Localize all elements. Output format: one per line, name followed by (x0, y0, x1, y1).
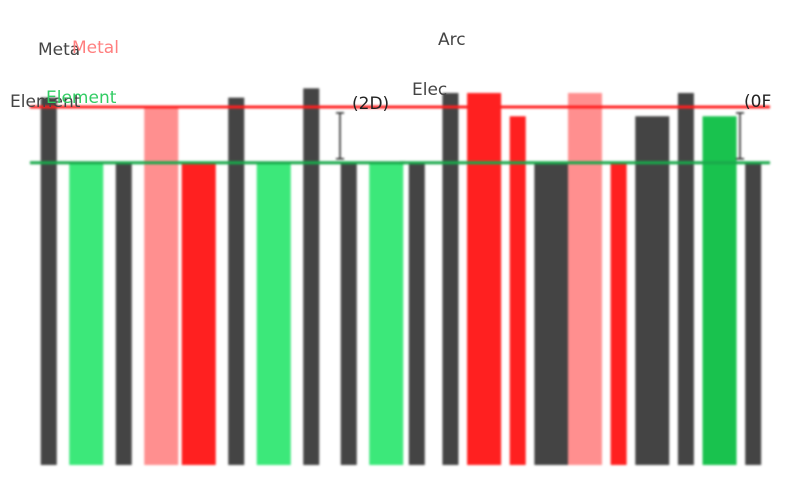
bar-panel-2-11 (745, 162, 762, 465)
metal-echo-label: Meta (38, 40, 81, 60)
bar-panel-1-10 (369, 162, 404, 465)
panel-2-element-label: Elec (412, 80, 448, 100)
bar-panel-1-6 (228, 97, 245, 466)
bar-panel-1-9 (340, 162, 357, 465)
element-label: Element (46, 88, 117, 108)
bar-panel-2-10 (702, 116, 737, 465)
bar-panel-2-7 (610, 162, 627, 465)
bar-panel-2-5 (534, 162, 569, 465)
bar-panel-1-3 (115, 162, 132, 465)
bar-panel-2-2 (442, 93, 459, 465)
bar-panel-2-6 (568, 93, 602, 465)
bar-panel-2-3 (467, 93, 502, 465)
bar-panel-2-8 (635, 116, 670, 465)
bar-panel-1-5 (181, 162, 216, 465)
bar-panel-1-8 (303, 88, 320, 465)
gap-label-2: (0F (744, 92, 772, 112)
bar-panel-1-1 (40, 97, 57, 466)
metal-label: Metal (72, 38, 119, 58)
bar-panel-2-1 (408, 162, 425, 465)
element-echo-label: Element (10, 92, 81, 112)
bar-panel-2-4 (509, 116, 526, 465)
panel-2-metal-label: Arc (438, 30, 466, 50)
gap-label-1: (2D) (352, 94, 390, 114)
bar-panel-1-2 (69, 162, 104, 465)
bar-panel-2-9 (677, 93, 694, 465)
bar-panel-1-7 (256, 162, 291, 465)
bar-panel-1-4 (144, 106, 179, 465)
